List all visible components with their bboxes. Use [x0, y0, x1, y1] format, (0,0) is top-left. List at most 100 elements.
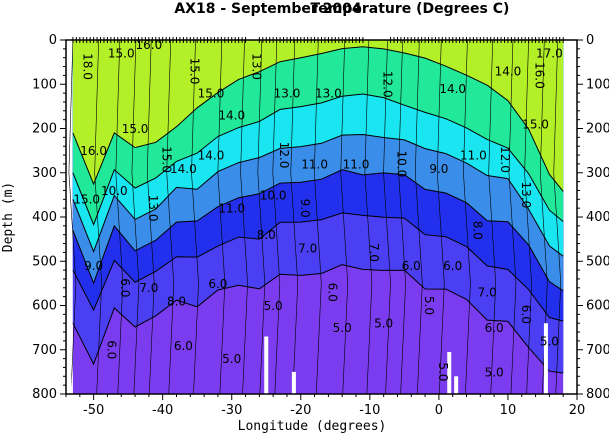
- y-tick-label: 100: [32, 77, 57, 92]
- contour-label: 11.0: [343, 157, 370, 171]
- contour-label: 14.0: [439, 82, 466, 96]
- contour-label: 9.0: [429, 162, 448, 176]
- contour-label: 10.0: [260, 188, 287, 202]
- contour-label: 15.0: [187, 58, 201, 85]
- contour-fine-line: [364, 40, 373, 394]
- contour-label: 10.0: [101, 184, 128, 198]
- band-fill-16c: [72, 40, 564, 192]
- y-tick-label: 700: [32, 343, 57, 358]
- contour-label: 6.0: [104, 340, 118, 359]
- contour-label: 14.0: [218, 109, 245, 123]
- contour-fine-line: [272, 40, 281, 394]
- contour-label: 6.0: [174, 339, 193, 353]
- contour-label: 8.0: [470, 221, 484, 240]
- isotherm-10: [72, 169, 564, 292]
- contour-label: 14.0: [198, 148, 225, 162]
- contour-label: 5.0: [264, 299, 283, 313]
- chart-title: AX18 - September 2004: [174, 1, 362, 17]
- isotherm-6: [72, 264, 564, 374]
- contour-label: 15.0: [108, 47, 135, 61]
- contour-label: 18.0: [80, 53, 94, 80]
- y-axis-label: Depth (m): [1, 182, 16, 252]
- contour-fine-line: [191, 40, 199, 394]
- contour-label: 17.0: [536, 47, 563, 61]
- contour-label: 5.0: [422, 296, 436, 315]
- y-tick-label-right: 0: [586, 33, 594, 48]
- data-gap: [454, 376, 459, 394]
- y-tick-label-right: 400: [586, 210, 609, 225]
- contour-fine-line: [166, 40, 175, 394]
- data-gaps: [67, 309, 548, 394]
- temperature-bands: [72, 40, 564, 394]
- contour-fine-line: [340, 40, 349, 394]
- contour-label: 8.0: [257, 228, 276, 242]
- contour-label: 12.0: [277, 142, 291, 169]
- contour-label: 12.0: [381, 71, 395, 98]
- contour-label: 10.0: [394, 151, 408, 178]
- contour-label: 15.0: [73, 193, 100, 207]
- contour-fine-line: [508, 40, 517, 394]
- contour-label: 9.0: [298, 199, 312, 218]
- y-tick-label: 600: [32, 299, 57, 314]
- contour-label: 5.0: [374, 317, 393, 331]
- contour-label: 11.0: [460, 148, 487, 162]
- contour-label: 16.0: [80, 144, 107, 158]
- data-gap: [67, 309, 72, 394]
- x-tick-label: -40: [152, 403, 173, 418]
- contour-fine-line: [524, 40, 532, 394]
- data-gap: [264, 336, 269, 394]
- x-tick-label: -10: [359, 403, 380, 418]
- contour-label: 7.0: [298, 241, 317, 255]
- x-tick-label: 0: [435, 403, 443, 418]
- contour-label: 8.0: [167, 295, 186, 309]
- contour-label: 6.0: [208, 277, 227, 291]
- contour-fine-line: [240, 40, 248, 394]
- contour-label: 12.0: [498, 146, 512, 173]
- contour-fine-line: [436, 40, 445, 394]
- contour-label: 6.0: [118, 278, 132, 297]
- y-tick-label-right: 600: [586, 299, 609, 314]
- isotherm-8: [72, 212, 564, 322]
- isotherm-14: [72, 93, 564, 226]
- isotherm-lines: [68, 40, 564, 394]
- contour-label: 13.0: [249, 53, 263, 80]
- contour-label: 7.0: [478, 286, 497, 300]
- data-gap: [447, 351, 452, 394]
- contour-label: 13.0: [274, 87, 301, 101]
- y-tick-label: 200: [32, 122, 57, 137]
- contour-label: 15.0: [160, 146, 174, 173]
- contour-fine-line: [146, 40, 155, 394]
- contour-fine-line: [257, 40, 266, 394]
- contour-label: 14.0: [495, 64, 522, 78]
- contour-fine-line: [553, 40, 562, 394]
- contour-label: 15.0: [122, 122, 149, 136]
- contour-fine-line: [488, 40, 497, 394]
- contour-label: 5.0: [436, 362, 450, 381]
- y-axis-left: 0 100 200 300 400 500 600 700 800: [32, 33, 66, 402]
- x-axis-label: Longitude (degrees): [238, 419, 387, 434]
- contour-label: 15.0: [522, 118, 549, 132]
- contour-labels: 18.0 15.016.015.015.014.013.013.0 13.0 12.0…: [73, 40, 563, 381]
- contour-label: 6.0: [325, 283, 339, 302]
- contour-label: 9.0: [84, 259, 103, 273]
- contour-label: 5.0: [222, 352, 241, 366]
- contour-label: 11.0: [218, 202, 245, 216]
- isotherm-12: [72, 133, 564, 257]
- contour-label: 13.0: [146, 195, 160, 222]
- isotherm-16: [72, 46, 564, 192]
- x-tick-label: -30: [221, 403, 242, 418]
- contour-label: 6.0: [402, 259, 421, 273]
- contour-fine-line: [415, 40, 423, 394]
- y-tick-label-right: 700: [586, 343, 609, 358]
- x-axis: -50 -40 -30 -20 -10 0 10 20: [65, 394, 585, 418]
- contour-fine-line: [217, 40, 226, 394]
- contour-label: 5.0: [333, 321, 352, 335]
- contour-label: 14.0: [170, 162, 197, 176]
- contour-label: 16.0: [533, 62, 547, 89]
- contour-fine-line: [290, 40, 299, 394]
- x-tick-label: -50: [83, 403, 104, 418]
- contour-label: 11.0: [301, 157, 328, 171]
- y-tick-label-right: 100: [586, 77, 609, 92]
- contour-fine-line: [94, 40, 102, 394]
